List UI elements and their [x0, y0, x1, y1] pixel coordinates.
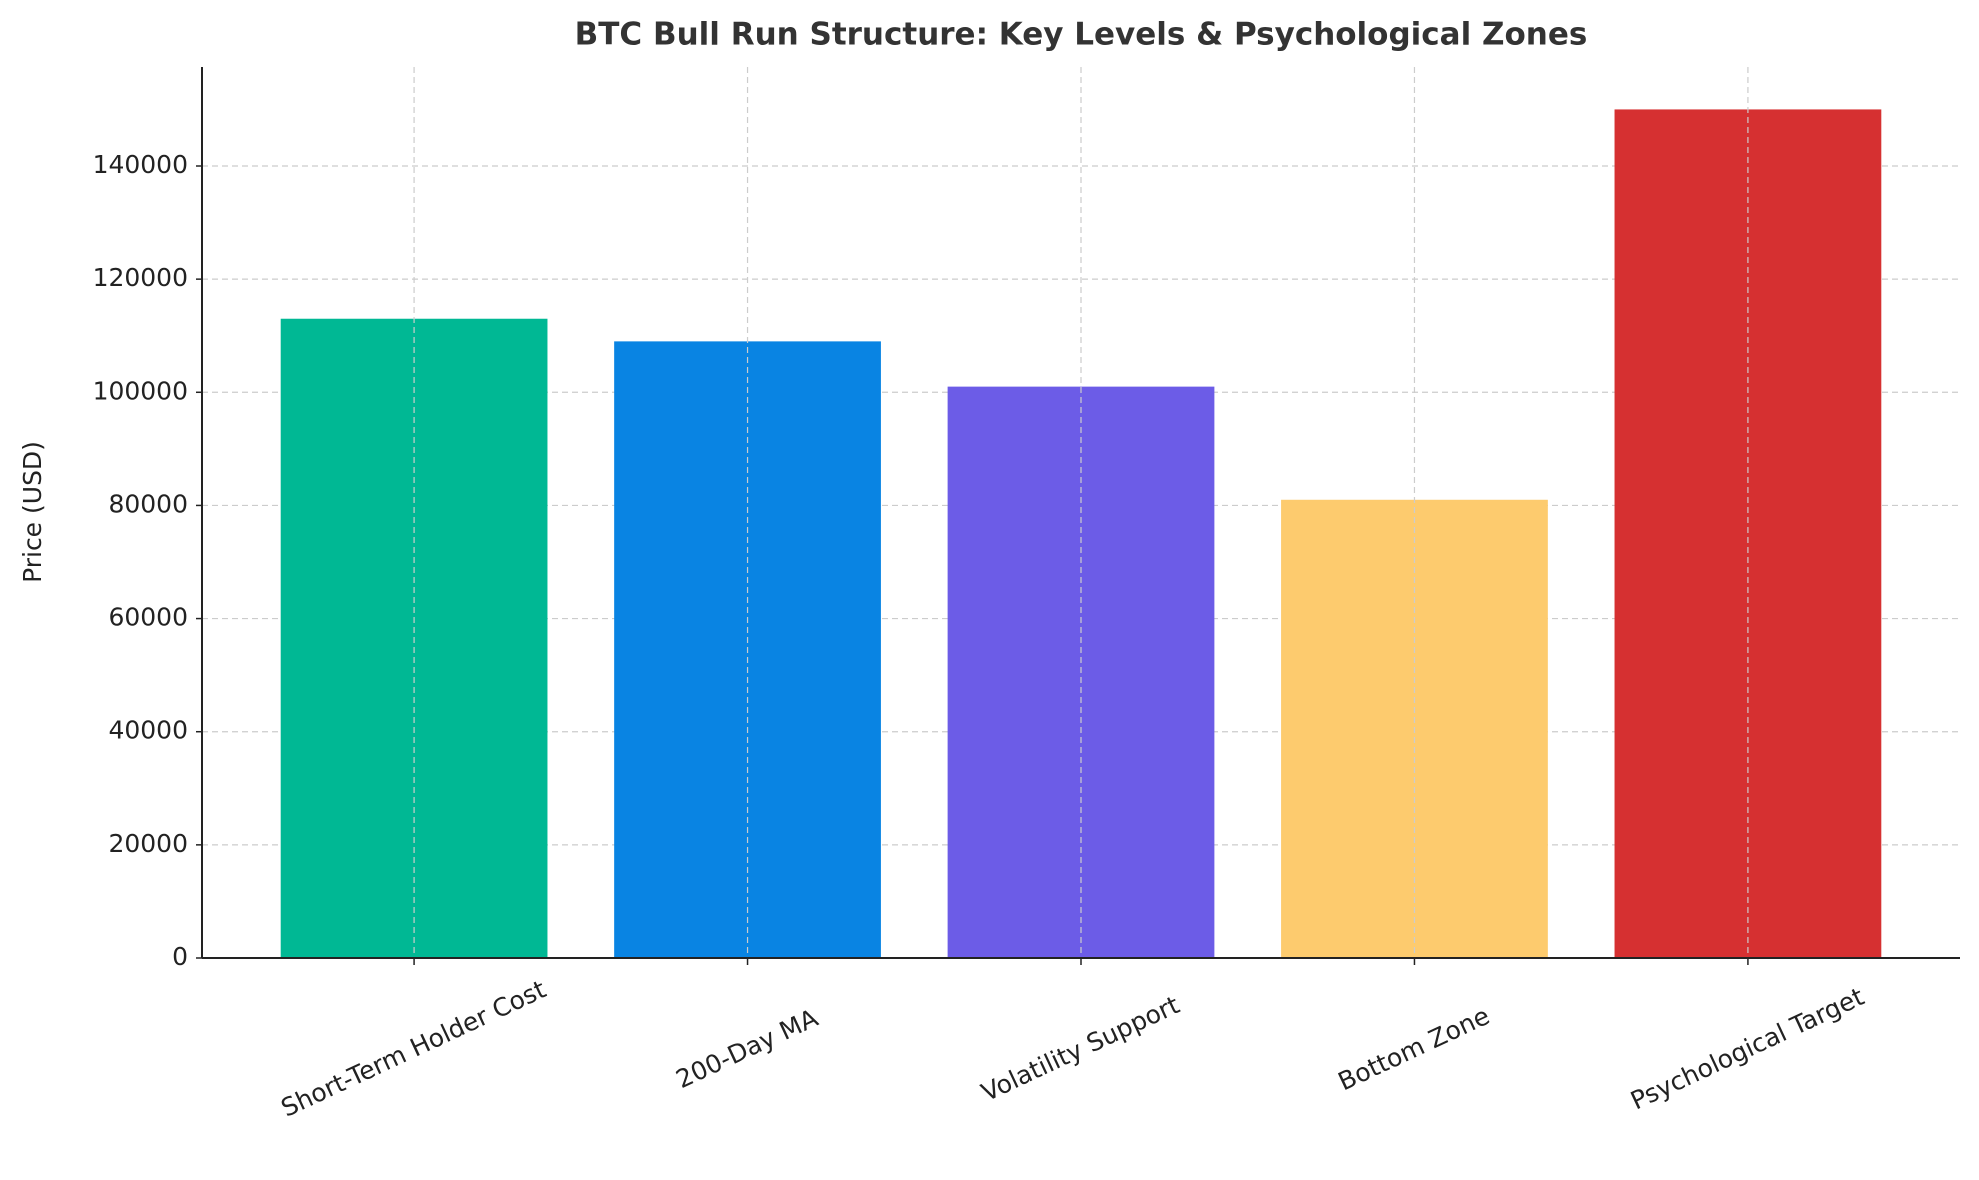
y-tick-label: 60000: [108, 603, 188, 632]
x-tick-label: Bottom Zone: [1334, 1001, 1494, 1096]
y-tick-label: 80000: [108, 489, 188, 518]
y-tick-label: 20000: [108, 829, 188, 858]
y-tick-label: 0: [172, 942, 188, 971]
y-axis-label: Price (USD): [18, 441, 47, 583]
y-tick-label: 120000: [93, 263, 188, 292]
x-tick-label: Short-Term Holder Cost: [277, 974, 551, 1122]
x-tick-label: Volatility Support: [977, 990, 1184, 1107]
x-tick-label: 200-Day MA: [672, 1003, 823, 1094]
y-tick-label: 140000: [93, 150, 188, 179]
y-tick-label: 100000: [93, 376, 188, 405]
y-tick-label: 40000: [108, 716, 188, 745]
x-tick-label: Psychological Target: [1626, 982, 1868, 1116]
chart-title: BTC Bull Run Structure: Key Levels & Psy…: [575, 17, 1588, 53]
